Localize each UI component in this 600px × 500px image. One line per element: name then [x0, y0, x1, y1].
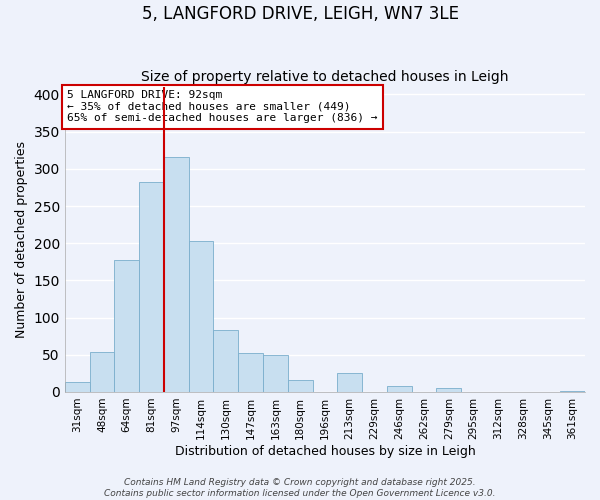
Bar	[263, 355, 288, 392]
Bar	[115, 260, 139, 392]
Title: Size of property relative to detached houses in Leigh: Size of property relative to detached ho…	[141, 70, 509, 85]
Bar	[288, 380, 313, 392]
Bar	[188, 241, 214, 392]
Bar	[139, 182, 164, 392]
Text: Contains HM Land Registry data © Crown copyright and database right 2025.
Contai: Contains HM Land Registry data © Crown c…	[104, 478, 496, 498]
Y-axis label: Number of detached properties: Number of detached properties	[15, 141, 28, 338]
Bar	[65, 382, 89, 392]
Bar	[164, 157, 188, 392]
Text: 5, LANGFORD DRIVE, LEIGH, WN7 3LE: 5, LANGFORD DRIVE, LEIGH, WN7 3LE	[142, 5, 458, 23]
X-axis label: Distribution of detached houses by size in Leigh: Distribution of detached houses by size …	[175, 444, 475, 458]
Bar	[337, 374, 362, 392]
Bar	[214, 330, 238, 392]
Bar	[560, 391, 585, 392]
Bar	[436, 388, 461, 392]
Bar	[238, 352, 263, 392]
Text: 5 LANGFORD DRIVE: 92sqm
← 35% of detached houses are smaller (449)
65% of semi-d: 5 LANGFORD DRIVE: 92sqm ← 35% of detache…	[67, 90, 378, 124]
Bar	[387, 386, 412, 392]
Bar	[89, 352, 115, 392]
